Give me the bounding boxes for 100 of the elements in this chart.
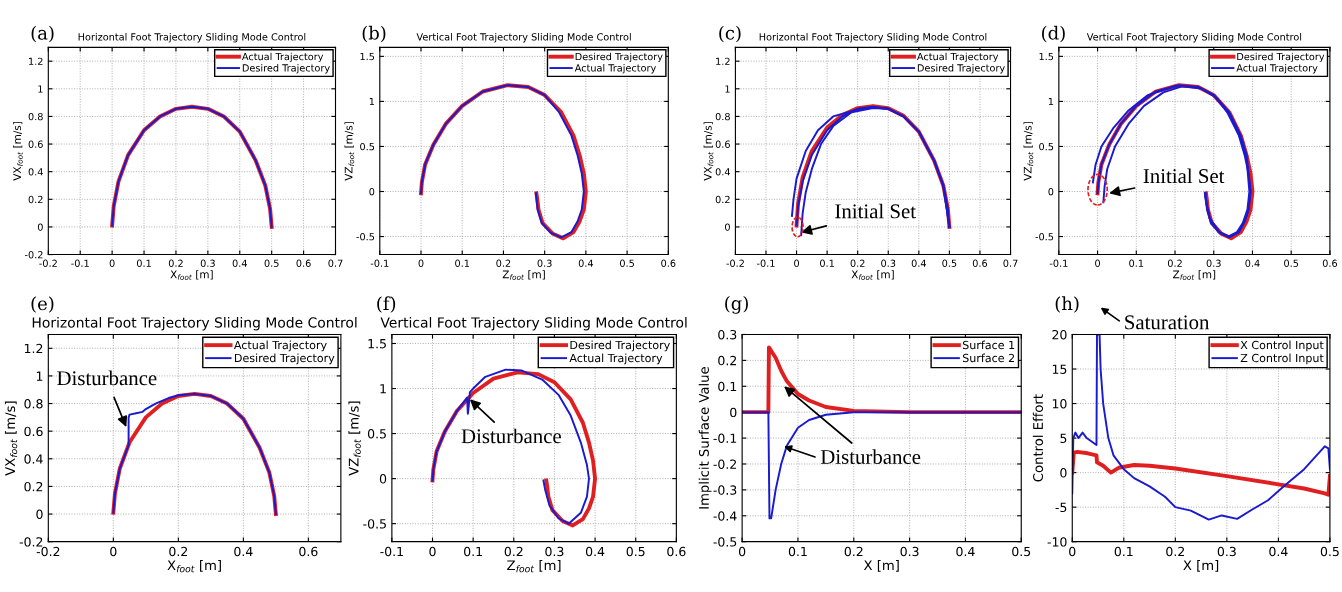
chart-title: Vertical Foot Trajectory Sliding Mode Control bbox=[380, 316, 687, 331]
text: (b) bbox=[362, 25, 386, 43]
x-tick-label: 0.1 bbox=[1114, 546, 1133, 557]
x-axis-title: X$_{foot}$ [m] bbox=[851, 270, 894, 280]
y-tick-label: 0.5 bbox=[360, 142, 375, 151]
y-axis-title: VX$_{foot}$ [m/s] bbox=[4, 401, 18, 476]
x-tick-label: 0.3 bbox=[900, 546, 919, 557]
x-tick-label: 0.7 bbox=[328, 259, 343, 267]
x-tick-label: 0.1 bbox=[820, 259, 834, 267]
y-tick-label: 0 bbox=[37, 223, 43, 231]
x-tick-label: 0.6 bbox=[1322, 259, 1338, 267]
y-tick-label: -0.4 bbox=[713, 511, 737, 521]
x-tick-label: 0.3 bbox=[1206, 259, 1221, 267]
y-tick-label: 0.4 bbox=[24, 454, 43, 464]
text: (a) bbox=[31, 25, 54, 43]
y-tick-label: 1.5 bbox=[1039, 52, 1054, 61]
y-tick-label: -0.2 bbox=[19, 537, 43, 547]
y-axis-title: VX$_{foot}$ [m/s] bbox=[703, 122, 714, 181]
annotation: Disturbance bbox=[57, 370, 157, 386]
y-tick-label: 0.5 bbox=[367, 429, 386, 439]
x-axis-title: X$_{foot}$ [m] bbox=[170, 270, 213, 280]
y-tick-label: -10 bbox=[1047, 537, 1067, 547]
y-tick-label: 1 bbox=[725, 85, 730, 93]
chart-title: Vertical Foot Trajectory Sliding Mode Control bbox=[416, 33, 631, 43]
y-tick-label: -0.5 bbox=[363, 519, 386, 529]
legend-label: Actual Trajectory bbox=[574, 64, 656, 74]
x-tick-label: 0.6 bbox=[299, 546, 318, 557]
x-axis-title: X$_{foot}$ [m] bbox=[167, 560, 221, 573]
x-tick-label: 0.2 bbox=[1167, 259, 1182, 267]
x-tick-label: 0.1 bbox=[455, 259, 470, 267]
x-tick-label: 0.4 bbox=[911, 259, 927, 267]
y-tick-label: 0.4 bbox=[715, 168, 731, 176]
y-tick-label: -0.2 bbox=[24, 251, 43, 259]
x-tick-label: 0.3 bbox=[537, 259, 552, 267]
x-tick-label: 0.4 bbox=[1245, 259, 1260, 267]
y-tick-label: 1.2 bbox=[24, 343, 43, 354]
x-tick-label: 0 bbox=[418, 259, 424, 267]
y-tick-label: 0.3 bbox=[718, 329, 737, 340]
x-axis-title: X [m] bbox=[863, 560, 899, 572]
y-tick-label: -0.5 bbox=[1035, 233, 1054, 241]
x-tick-label: 0 bbox=[794, 259, 799, 267]
x-tick-label: 0.4 bbox=[956, 546, 975, 557]
y-tick-label: 0.2 bbox=[28, 195, 43, 204]
x-tick-label: 0.2 bbox=[850, 259, 865, 267]
x-tick-label: 0.2 bbox=[504, 546, 523, 557]
x-axis-title: Z$_{foot}$ [m] bbox=[1173, 270, 1216, 280]
y-tick-label: 10 bbox=[1052, 399, 1067, 409]
y-tick-label: 1 bbox=[380, 384, 386, 394]
y-tick-label: 0.8 bbox=[28, 112, 43, 121]
x-tick-label: 0 bbox=[1069, 546, 1076, 557]
legend-label: Surface 1 bbox=[962, 340, 1015, 350]
y-axis-title: VZ$_{foot}$ [m/s] bbox=[344, 122, 355, 181]
y-tick-label: 1.5 bbox=[368, 339, 386, 349]
x-tick-label: 0.5 bbox=[1320, 546, 1339, 557]
x-tick-label: 0.5 bbox=[264, 259, 279, 267]
y-tick-label: 0.1 bbox=[718, 381, 737, 392]
x-tick-label: 0.6 bbox=[661, 259, 676, 267]
y-tick-label: 0.8 bbox=[24, 399, 43, 409]
y-tick-label: 0.6 bbox=[715, 140, 730, 148]
y-tick-label: 0.2 bbox=[715, 195, 730, 204]
x-tick-label: 0 bbox=[110, 546, 117, 557]
y-tick-label: 1 bbox=[36, 371, 43, 381]
y-axis-title: VX$_{foot}$ [m/s] bbox=[13, 122, 23, 181]
x-tick-label: -0.1 bbox=[756, 259, 775, 267]
chart-title: Vertical Foot Trajectory Sliding Mode Control bbox=[1086, 33, 1302, 43]
x-tick-label: 0 bbox=[429, 546, 436, 557]
legend-label: Desired Trajectory bbox=[917, 64, 1005, 74]
y-tick-label: 20 bbox=[1052, 329, 1067, 340]
x-tick-label: 0.2 bbox=[169, 546, 188, 557]
x-tick-label: 0.3 bbox=[1217, 546, 1236, 557]
text: (d) bbox=[1042, 25, 1065, 43]
x-tick-label: 0.3 bbox=[545, 546, 564, 557]
x-tick-label: 0.5 bbox=[620, 259, 634, 267]
x-tick-label: 0.1 bbox=[788, 546, 807, 557]
y-tick-label: 0 bbox=[1060, 468, 1067, 478]
y-tick-label: 0.5 bbox=[1039, 142, 1054, 151]
x-tick-label: 0.5 bbox=[942, 259, 957, 267]
y-tick-label: 5 bbox=[1060, 433, 1067, 444]
legend-label: Z Control Input bbox=[1240, 353, 1324, 365]
chart-title: Horizontal Foot Trajectory Sliding Mode Control bbox=[78, 33, 306, 43]
y-tick-label: 1 bbox=[1048, 98, 1054, 106]
y-axis-title: VZ$_{foot}$ [m/s] bbox=[1023, 122, 1034, 181]
y-tick-label: 1.2 bbox=[716, 57, 730, 65]
x-tick-label: 0.4 bbox=[585, 546, 605, 557]
legend-label: Surface 2 bbox=[962, 353, 1015, 363]
y-tick-label: 1.5 bbox=[360, 52, 375, 61]
x-axis-title: Z$_{foot}$ [m] bbox=[507, 560, 561, 573]
y-tick-label: -0.5 bbox=[713, 537, 737, 547]
text: (c) bbox=[719, 25, 741, 43]
x-tick-label: 0.7 bbox=[1003, 259, 1018, 267]
x-tick-label: 0.2 bbox=[168, 259, 183, 267]
legend-label: Desired Trajectory bbox=[570, 340, 670, 352]
legend-label: Actual Trajectory bbox=[241, 52, 324, 63]
text: (e) bbox=[31, 296, 54, 313]
y-tick-label: 0.4 bbox=[28, 168, 43, 176]
y-tick-label: 0.6 bbox=[24, 426, 43, 437]
annotation: Initial Set bbox=[1143, 168, 1225, 184]
x-tick-label: 0 bbox=[109, 259, 115, 267]
x-tick-label: 0.5 bbox=[1012, 546, 1031, 557]
x-tick-label: 0 bbox=[1095, 259, 1101, 267]
